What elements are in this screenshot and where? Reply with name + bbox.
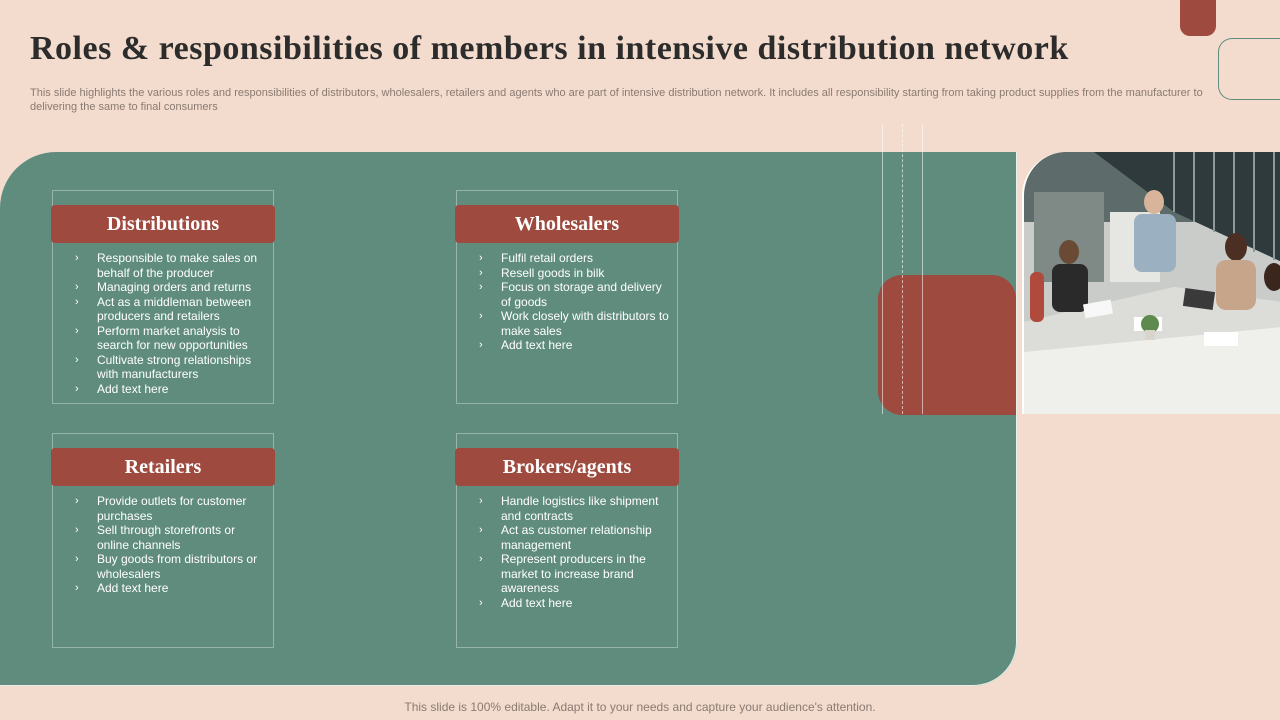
card-list: › Handle logistics like shipment and cont… xyxy=(479,494,669,610)
chevron-right-icon: › xyxy=(75,382,79,395)
chevron-right-icon: › xyxy=(75,252,79,264)
list-item: › Perform market analysis to search for n… xyxy=(75,323,248,353)
card-distributions: Distributions › Responsible to make sales… xyxy=(51,190,275,404)
chevron-right-icon: › xyxy=(75,582,79,594)
chevron-right-icon: › xyxy=(479,524,483,536)
list-item: › Add text here xyxy=(75,581,169,595)
card-retailers: Retailers › Provide outlets for customer … xyxy=(51,433,275,648)
list-item: › Responsible to make sales on behalf of … xyxy=(75,251,258,280)
list-item: › Handle logistics like shipment and cont… xyxy=(479,494,659,523)
slide-subtitle: This slide highlights the various roles … xyxy=(30,87,1203,113)
list-item: › Resell goods in bilk xyxy=(479,265,605,280)
chevron-right-icon: › xyxy=(75,353,79,366)
chevron-right-icon: › xyxy=(479,596,483,609)
card-list: › Provide outlets for customer purchases … xyxy=(75,494,265,596)
list-item: › Represent producers in the market to in… xyxy=(479,552,646,595)
card-heading: Retailers xyxy=(51,448,275,486)
chevron-right-icon: › xyxy=(479,495,483,507)
card-brokers-agents: Brokers/agents › Handle logistics like sh… xyxy=(455,433,679,648)
chevron-right-icon: › xyxy=(75,281,79,293)
list-item: › Focus on storage and delivery of goods xyxy=(479,280,662,309)
card-list: › Responsible to make sales on behalf of … xyxy=(75,251,265,396)
chevron-right-icon: › xyxy=(479,266,483,279)
chevron-right-icon: › xyxy=(75,495,79,507)
red-accent-block xyxy=(878,275,1016,415)
chevron-right-icon: › xyxy=(479,281,483,293)
list-item: › Provide outlets for customer purchases xyxy=(75,494,247,523)
corner-accent-red xyxy=(1180,0,1216,36)
list-item: › Act as customer relationship management xyxy=(479,523,652,552)
chevron-right-icon: › xyxy=(479,310,483,322)
chevron-right-icon: › xyxy=(75,524,79,536)
meeting-photo xyxy=(1022,152,1280,414)
list-item: › Sell through storefronts or online chan… xyxy=(75,523,236,552)
chevron-right-icon: › xyxy=(75,295,79,308)
decorative-line xyxy=(922,124,923,414)
card-heading: Distributions xyxy=(51,205,275,243)
slide-footer: This slide is 100% editable. Adapt it to… xyxy=(404,700,876,714)
card-wholesalers: Wholesalers › Fulfil retail orders › Resel… xyxy=(455,190,679,404)
list-item: › Managing orders and returns xyxy=(75,280,252,294)
corner-accent-outline xyxy=(1218,38,1280,100)
list-item: › Act as a middleman between producers an… xyxy=(75,294,252,324)
card-heading: Brokers/agents xyxy=(455,448,679,486)
chevron-right-icon: › xyxy=(479,339,483,351)
chevron-right-icon: › xyxy=(479,553,483,565)
list-item: › Add text here xyxy=(75,381,169,396)
card-list: › Fulfil retail orders › Resell goods in b… xyxy=(479,251,669,353)
chevron-right-icon: › xyxy=(479,252,483,264)
list-item: › Add text here xyxy=(479,595,573,610)
list-item: › Fulfil retail orders xyxy=(479,251,594,265)
decorative-dashed-line xyxy=(902,124,903,414)
team-meeting-image xyxy=(1024,152,1280,414)
list-item: › Add text here xyxy=(479,338,573,352)
decorative-line xyxy=(882,124,883,414)
list-item: › Work closely with distributors to make … xyxy=(479,309,669,338)
chevron-right-icon: › xyxy=(75,553,79,565)
chevron-right-icon: › xyxy=(75,324,79,337)
card-heading: Wholesalers xyxy=(455,205,679,243)
slide-title: Roles & responsibilities of members in i… xyxy=(30,30,1069,67)
list-item: › Cultivate strong relationships with man… xyxy=(75,352,252,382)
list-item: › Buy goods from distributors or wholesal… xyxy=(75,552,258,581)
